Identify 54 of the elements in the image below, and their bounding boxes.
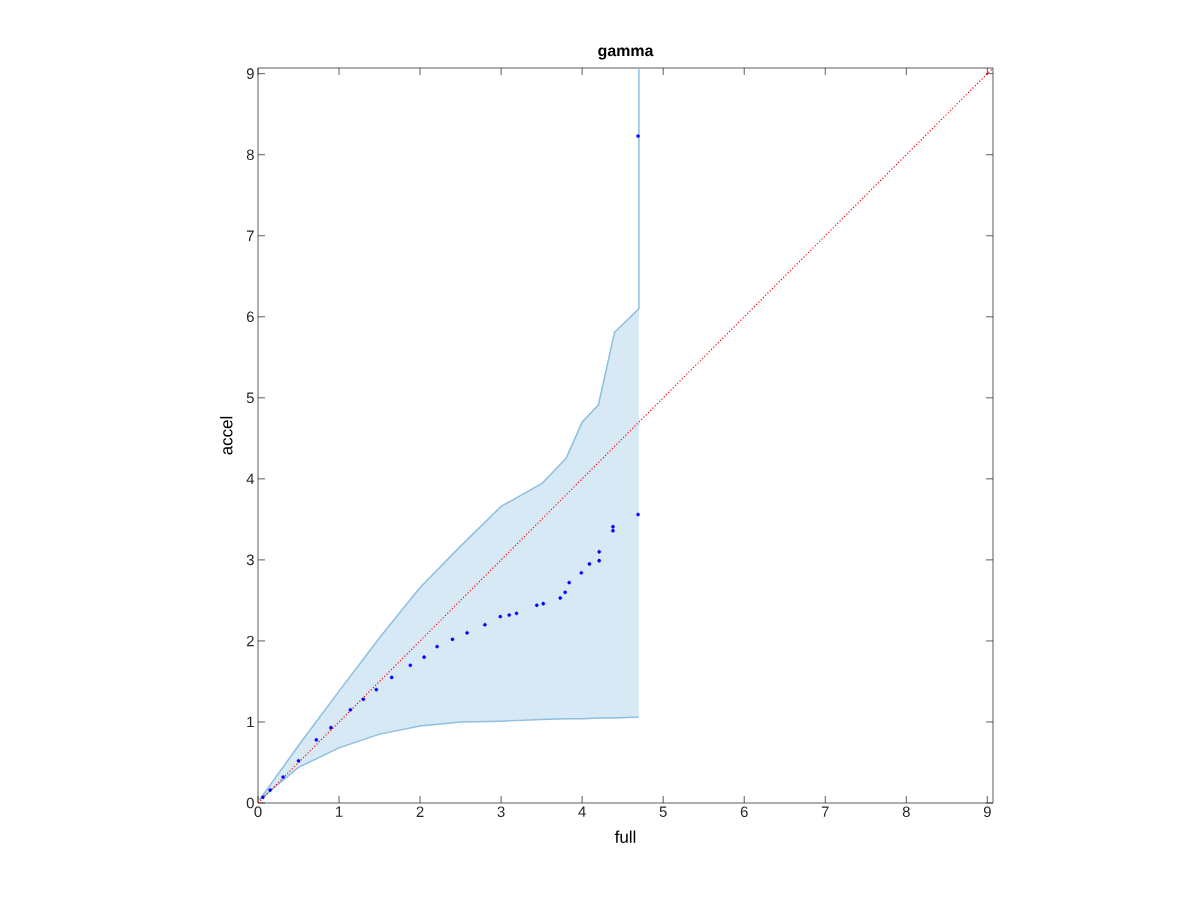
point bbox=[314, 738, 319, 742]
point bbox=[636, 134, 640, 138]
y-tick-label: 4 bbox=[246, 473, 255, 484]
x-tick-label: 7 bbox=[821, 806, 829, 817]
point bbox=[422, 655, 426, 659]
point bbox=[507, 613, 512, 617]
y-tick-label: 8 bbox=[246, 149, 254, 160]
y-tick-label: 3 bbox=[246, 554, 254, 566]
point bbox=[611, 524, 615, 529]
chart-title: gamma bbox=[598, 47, 654, 60]
y-tick-label: 5 bbox=[246, 392, 254, 404]
x-tick-label: 9 bbox=[983, 806, 991, 818]
point bbox=[268, 788, 272, 792]
x-tick-label: 3 bbox=[497, 806, 505, 818]
point bbox=[558, 596, 563, 600]
y-tick-label: 7 bbox=[246, 230, 254, 241]
point bbox=[636, 512, 640, 517]
point bbox=[361, 697, 366, 702]
point bbox=[534, 603, 539, 608]
x-tick-label: 5 bbox=[659, 806, 667, 817]
y-axis-title: accel bbox=[220, 416, 233, 455]
point bbox=[498, 614, 503, 619]
point bbox=[374, 687, 379, 692]
point bbox=[389, 675, 394, 680]
point bbox=[450, 637, 455, 642]
y-tick-label: 0 bbox=[246, 797, 254, 809]
point bbox=[408, 663, 413, 668]
x-tick-label: 2 bbox=[416, 806, 424, 817]
point bbox=[281, 775, 285, 779]
x-tick-label: 4 bbox=[578, 806, 586, 817]
point bbox=[597, 549, 601, 554]
point bbox=[296, 759, 301, 763]
y-tick-label: 9 bbox=[246, 68, 254, 79]
point bbox=[563, 590, 567, 595]
point bbox=[611, 528, 615, 533]
point bbox=[465, 631, 469, 635]
x-axis-title: full bbox=[614, 830, 636, 843]
point bbox=[261, 795, 265, 800]
y-tick-label: 6 bbox=[246, 311, 254, 323]
point bbox=[329, 725, 333, 730]
y-tick-label: 1 bbox=[247, 716, 254, 728]
point bbox=[597, 558, 601, 563]
y-tick-label: 2 bbox=[246, 635, 254, 647]
point bbox=[435, 644, 439, 649]
x-tick-label: 1 bbox=[336, 806, 343, 817]
point bbox=[541, 601, 546, 606]
point bbox=[587, 562, 592, 566]
point bbox=[579, 571, 584, 575]
x-tick-label: 6 bbox=[740, 806, 748, 818]
point bbox=[348, 708, 353, 712]
point bbox=[567, 580, 571, 585]
x-tick-label: 8 bbox=[902, 806, 910, 818]
point bbox=[483, 622, 487, 627]
point bbox=[514, 611, 519, 616]
